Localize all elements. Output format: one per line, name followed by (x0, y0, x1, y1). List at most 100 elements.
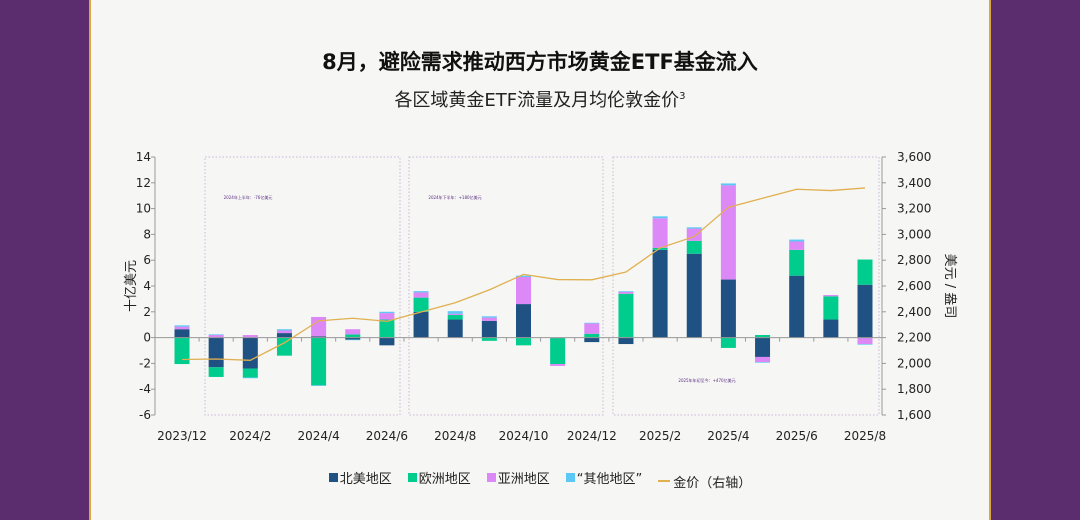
bar-segment (720, 183, 736, 186)
legend-line (658, 480, 671, 482)
y2-tick-label: 3,200 (897, 202, 931, 216)
x-tick-label: 2025/6 (776, 429, 818, 443)
bar-segment (584, 337, 600, 343)
x-tick-label: 2024/12 (567, 429, 617, 443)
bar-segment (823, 296, 839, 320)
period-box (408, 156, 604, 416)
y2-tick-label: 2,800 (897, 253, 931, 267)
y2-tick-label: 2,600 (897, 279, 931, 293)
bar-segment (242, 335, 258, 338)
y2-tick-label: 2,000 (897, 356, 931, 370)
bar-segment (311, 336, 327, 338)
bar-segment (857, 337, 873, 345)
bar-segment (345, 337, 361, 340)
legend: 北美地区 欧洲地区 亚洲地区 “其他地区” 金价（右轴） (0, 468, 1080, 491)
bar-segment (618, 291, 634, 294)
bar-segment (379, 337, 395, 346)
bar-segment (447, 319, 463, 338)
x-tick-label: 2025/8 (844, 429, 886, 443)
y-tick-label: 12 (136, 176, 151, 190)
bar-segment (789, 241, 805, 250)
annotation-label: 2024年下半年：+180亿美元 (428, 194, 481, 200)
x-tick-label: 2025/4 (707, 429, 749, 443)
y2-tick-label: 3,600 (897, 150, 931, 164)
bar-segment (379, 319, 395, 338)
bar-segment (447, 315, 463, 320)
y-tick-label: 4 (143, 279, 151, 293)
y2-tick-label: 3,000 (897, 227, 931, 241)
bar-segment (481, 337, 497, 341)
y2-tick-label: 2,200 (897, 331, 931, 345)
y2-tick-label: 3,400 (897, 176, 931, 190)
annotation-label: 2024年上半年：-76亿美元 (224, 194, 273, 200)
bar-segment (208, 335, 224, 338)
y-tick-label: -4 (139, 382, 151, 396)
bar-segment (242, 337, 258, 369)
bar-segment (584, 323, 600, 334)
y-tick-label: 10 (136, 202, 151, 216)
bar-segment (174, 329, 190, 338)
legend-swatch (407, 473, 417, 482)
legend-swatch (328, 473, 338, 482)
bar-segment (174, 326, 190, 330)
bar-segment (789, 239, 805, 242)
bar-segment (652, 216, 668, 219)
y-tick-label: -2 (139, 356, 151, 370)
y-tick-label: 0 (143, 331, 151, 345)
bar-segment (481, 316, 497, 318)
bar-segment (720, 279, 736, 338)
bar-segment (516, 275, 531, 277)
x-tick-label: 2024/2 (229, 429, 271, 443)
bar-segment (413, 291, 429, 293)
y2-tick-label: 1,800 (897, 382, 931, 396)
bar-segment (823, 295, 839, 297)
annotation-label: 2025年年初至今：+470亿美元 (678, 377, 735, 383)
legend-item: 金价（右轴） (658, 472, 751, 491)
bar-segment (789, 275, 805, 338)
footnote-mark: 3 (679, 91, 686, 102)
bar-segment (276, 337, 292, 356)
bar-segment (686, 240, 702, 254)
bar-segment (857, 284, 873, 338)
bar-segment (652, 218, 668, 248)
y-tick-label: 2 (143, 305, 151, 319)
bar-segment (208, 367, 224, 377)
content-panel (89, 0, 991, 520)
bar-segment (550, 338, 566, 365)
bar-segment (720, 337, 736, 348)
y-axis-title: 十亿美元 (124, 260, 139, 312)
legend-item: “其他地区” (565, 468, 642, 487)
gold-price-line (181, 187, 866, 361)
bar-segment (823, 319, 839, 338)
y2-tick-label: 2,400 (897, 305, 931, 319)
y2-tick-label: 1,600 (897, 408, 931, 422)
y2-axis-title: 美元 / 盎司 (942, 254, 957, 319)
bar-segment (550, 364, 566, 366)
bar-segment (755, 362, 771, 363)
legend-item: 欧洲地区 (407, 468, 471, 487)
bar-segment (276, 329, 292, 331)
bar-segment (208, 337, 224, 368)
chart-subtitle: 各区域黄金ETF流量及月均伦敦金价3 (0, 86, 1080, 112)
bar-segment (345, 329, 361, 335)
x-tick-label: 2024/4 (297, 429, 339, 443)
bar-segment (686, 227, 702, 229)
bar-segment (584, 333, 600, 338)
legend-label: 亚洲地区 (497, 472, 550, 487)
y-tick-label: 8 (143, 227, 151, 241)
legend-swatch (486, 473, 496, 482)
bar-segment (516, 337, 531, 346)
x-tick-label: 2024/8 (434, 429, 476, 443)
bar-segment (345, 334, 361, 338)
bar-segment (174, 337, 190, 365)
bar-segment (481, 320, 497, 338)
y-tick-label: 14 (136, 150, 151, 164)
bar-segment (755, 335, 771, 338)
period-box (612, 156, 880, 416)
legend-swatch (565, 473, 575, 482)
bar-segment (345, 339, 361, 341)
legend-label: 欧洲地区 (418, 472, 471, 487)
bar-segment (174, 325, 190, 327)
bar-segment (652, 249, 668, 338)
